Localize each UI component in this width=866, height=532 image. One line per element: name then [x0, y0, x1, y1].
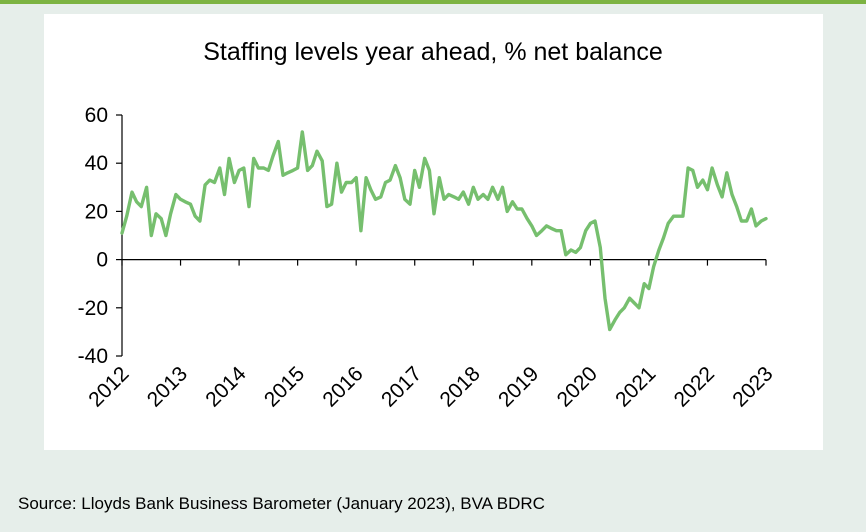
y-tick-label: 0 — [96, 249, 108, 272]
source-note: Source: Lloyds Bank Business Barometer (… — [18, 494, 545, 513]
axes — [116, 114, 767, 357]
x-tick-labels: 2012 2013 2014 2015 2016 2017 2018 2019 2020 2021… — [84, 362, 777, 412]
x-tick-label: 2022 — [670, 362, 719, 411]
y-tick-labels: 60 40 20 0 -20 -40 — [78, 104, 108, 368]
x-tick-label: 2013 — [143, 362, 192, 411]
chart-panel — [44, 14, 823, 450]
series-line — [120, 130, 768, 332]
y-tick-label: 60 — [85, 104, 108, 127]
x-tick-label: 2019 — [494, 362, 543, 411]
x-tick-label: 2016 — [318, 362, 367, 411]
y-tick-label: 40 — [85, 152, 108, 175]
x-tick-label: 2018 — [436, 362, 485, 411]
y-tick-label: -20 — [78, 297, 108, 320]
x-tick-label: 2017 — [377, 362, 426, 411]
x-tick-label: 2020 — [553, 362, 602, 411]
top-accent-rule — [0, 0, 866, 4]
x-tick-label: 2012 — [84, 362, 133, 411]
x-tick-label: 2014 — [201, 362, 251, 412]
y-tick-label: 20 — [85, 200, 108, 223]
y-tick-label: -40 — [78, 345, 108, 368]
x-tick-label: 2023 — [728, 362, 777, 411]
x-tick-label: 2015 — [260, 362, 309, 411]
x-tick-label: 2021 — [611, 362, 660, 411]
chart-title: Staffing levels year ahead, % net balanc… — [203, 38, 663, 66]
